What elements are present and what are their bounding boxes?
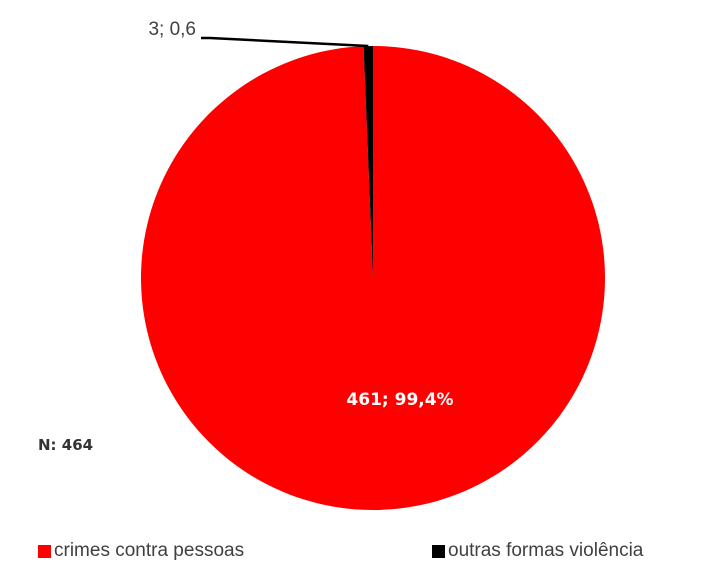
legend-swatch-red	[38, 544, 51, 558]
total-count-label: N: 464	[38, 436, 94, 454]
pie-slices	[141, 46, 606, 510]
pie-slice-outras-formas-violência	[363, 46, 373, 278]
legend-item-outras-formas-violencia: outras formas violência	[432, 540, 643, 562]
data-label-outras-formas-violencia: 3; 0,6	[148, 19, 196, 40]
legend: crimes contra pessoas outras formas viol…	[0, 540, 708, 564]
legend-label: outras formas violência	[448, 540, 644, 561]
legend-label: crimes contra pessoas	[54, 540, 245, 561]
legend-item-crimes-contra-pessoas: crimes contra pessoas	[38, 540, 244, 562]
legend-swatch-black	[432, 544, 445, 558]
data-label-crimes-contra-pessoas: 461; 99,4%	[346, 390, 453, 410]
leader-line	[201, 36, 369, 48]
